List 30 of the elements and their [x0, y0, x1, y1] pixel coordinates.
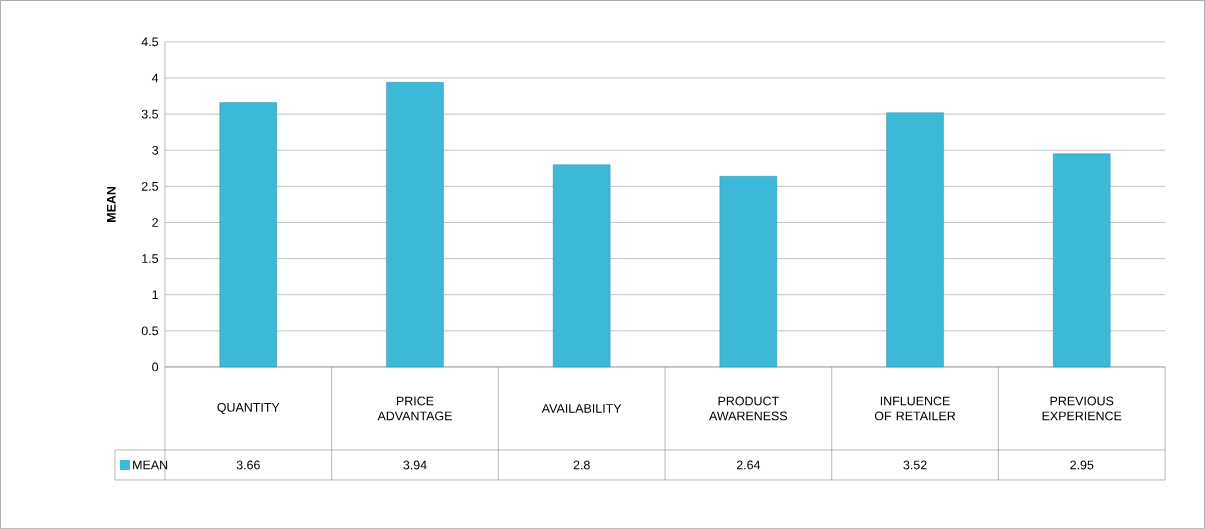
- x-tick-label: AVAILABILITY: [541, 404, 622, 413]
- bar: [1053, 153, 1111, 368]
- y-tick-label: 4.5: [141, 37, 159, 47]
- bar: [886, 112, 944, 368]
- legend-label: MEAN: [133, 460, 168, 470]
- bar: [552, 164, 611, 368]
- y-tick-label: 3: [152, 145, 159, 155]
- y-tick-label: 0: [152, 362, 159, 372]
- x-tick-label: INFLUENCE OF RETAILER: [874, 396, 956, 421]
- x-tick-label: PREVIOUS EXPERIENCE: [1042, 396, 1122, 421]
- x-tick-label: QUANTITY: [217, 403, 280, 415]
- y-tick-label: 1.5: [142, 254, 159, 264]
- data-label: 3.94: [403, 460, 427, 470]
- y-tick-label: 2: [152, 218, 158, 227]
- y-tick-label: 3.5: [141, 109, 159, 119]
- data-label: 2.8: [573, 460, 590, 470]
- bar: [219, 102, 277, 368]
- x-tick-label: PRODUCT AWARENESS: [709, 396, 788, 421]
- bar: [386, 82, 444, 368]
- y-tick-label: 1: [152, 290, 158, 300]
- data-label: 2.95: [1070, 460, 1094, 470]
- data-label: 3.66: [236, 460, 260, 470]
- y-tick-label: 0.5: [141, 326, 159, 336]
- y-axis-title: MEAN: [107, 186, 116, 222]
- data-label: 3.52: [903, 460, 927, 470]
- bar: [719, 176, 778, 368]
- data-label: 2.64: [736, 460, 761, 470]
- y-tick-label: 4: [151, 73, 159, 83]
- x-tick-label: PRICE ADVANTAGE: [377, 396, 452, 421]
- y-tick-label: 2.5: [141, 182, 159, 191]
